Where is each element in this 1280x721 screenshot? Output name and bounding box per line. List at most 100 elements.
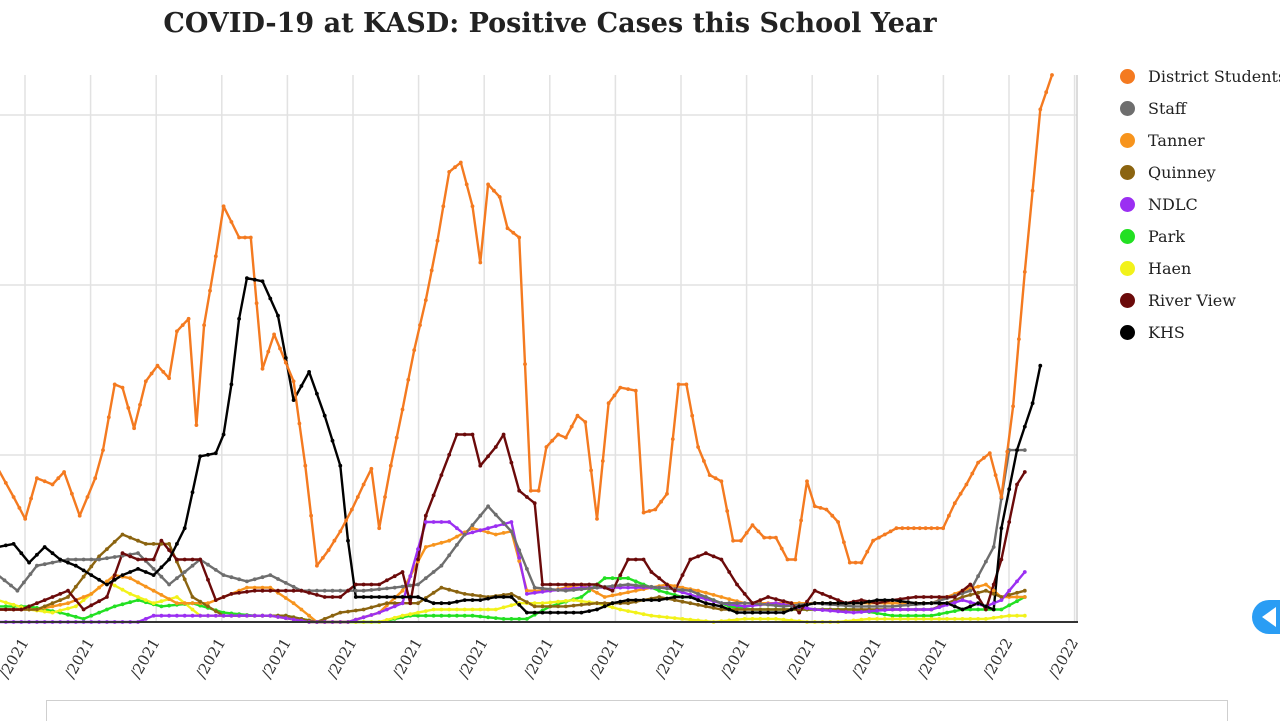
data-point — [353, 617, 358, 622]
data-point — [945, 595, 949, 599]
data-point — [66, 595, 70, 599]
legend-item[interactable]: District Students — [1120, 60, 1280, 92]
data-point — [1005, 449, 1010, 454]
data-point — [867, 604, 872, 609]
data-point — [756, 529, 761, 534]
data-point — [353, 588, 358, 593]
data-point — [735, 601, 739, 606]
legend-color-dot — [1120, 228, 1135, 244]
data-point — [865, 549, 870, 554]
data-point — [540, 601, 545, 606]
data-point — [50, 604, 55, 609]
data-point — [742, 592, 747, 596]
legend-item[interactable]: Quinney — [1120, 156, 1280, 188]
data-point — [478, 528, 483, 533]
legend-item[interactable]: Park — [1120, 220, 1280, 252]
data-point — [606, 401, 611, 406]
data-point — [929, 601, 934, 606]
data-point — [330, 595, 335, 599]
data-point — [999, 598, 1004, 602]
data-point — [338, 463, 343, 468]
data-point — [213, 451, 218, 456]
data-point — [626, 582, 630, 587]
data-point — [595, 517, 599, 521]
data-point — [486, 607, 490, 612]
data-point — [976, 607, 980, 612]
data-point — [676, 382, 681, 387]
data-point — [898, 607, 903, 612]
data-point — [81, 617, 86, 621]
legend-item[interactable]: Tanner — [1120, 124, 1280, 156]
data-point — [875, 598, 879, 602]
legend-color-dot — [1120, 68, 1135, 84]
data-point — [952, 595, 957, 599]
data-point — [921, 613, 926, 618]
data-point — [976, 601, 980, 606]
data-point — [670, 437, 675, 441]
data-point — [517, 548, 522, 552]
data-point — [307, 613, 311, 618]
data-point — [589, 468, 593, 473]
data-point — [400, 613, 405, 618]
data-point — [525, 495, 529, 499]
data-point — [618, 607, 623, 612]
series-points — [2, 73, 1054, 624]
data-point — [291, 588, 296, 593]
data-point — [704, 604, 708, 609]
data-point — [937, 601, 942, 606]
data-point — [89, 603, 94, 608]
data-point — [478, 594, 483, 598]
data-point — [423, 598, 428, 602]
data-point — [470, 204, 475, 209]
data-point — [462, 613, 467, 618]
data-point — [369, 466, 374, 471]
legend-item[interactable]: Staff — [1120, 92, 1280, 124]
data-point — [190, 490, 195, 495]
data-point — [711, 593, 716, 597]
data-point — [960, 588, 965, 593]
data-point — [820, 592, 825, 596]
data-point — [633, 610, 638, 615]
data-point — [66, 601, 70, 606]
data-point — [429, 268, 434, 273]
data-point — [657, 598, 662, 602]
data-point — [283, 588, 288, 593]
x-tick-label: /2021 — [454, 635, 491, 681]
data-point — [272, 332, 276, 337]
scroll-left-button[interactable] — [1252, 600, 1280, 634]
data-point — [42, 598, 47, 602]
data-point — [361, 607, 366, 612]
data-point — [958, 491, 963, 496]
data-point — [532, 585, 537, 590]
data-point — [882, 604, 887, 609]
data-point — [762, 535, 767, 540]
data-point — [330, 613, 335, 618]
data-point — [136, 580, 140, 585]
data-point — [890, 601, 895, 606]
data-point — [844, 610, 848, 614]
data-point — [77, 513, 82, 518]
data-point — [641, 584, 646, 588]
data-point — [423, 513, 428, 518]
legend-item[interactable]: Haen — [1120, 252, 1280, 284]
legend-item[interactable]: River View — [1120, 284, 1280, 316]
data-point — [260, 613, 265, 618]
legend-label: Quinney — [1148, 162, 1216, 182]
data-point — [400, 595, 405, 599]
legend-item[interactable]: KHS — [1120, 316, 1280, 348]
data-point — [871, 538, 875, 543]
data-point — [851, 607, 856, 612]
data-point — [501, 595, 506, 599]
data-point — [781, 617, 786, 622]
legend-label: District Students — [1148, 66, 1280, 86]
data-point — [618, 576, 623, 581]
legend-item[interactable]: NDLC — [1120, 188, 1280, 220]
data-point — [696, 602, 700, 607]
data-point — [369, 588, 374, 592]
data-point — [455, 599, 459, 604]
legend-label: KHS — [1148, 322, 1185, 342]
data-point — [81, 557, 86, 562]
data-point — [338, 595, 343, 599]
data-point — [875, 604, 879, 609]
data-point — [704, 551, 708, 556]
